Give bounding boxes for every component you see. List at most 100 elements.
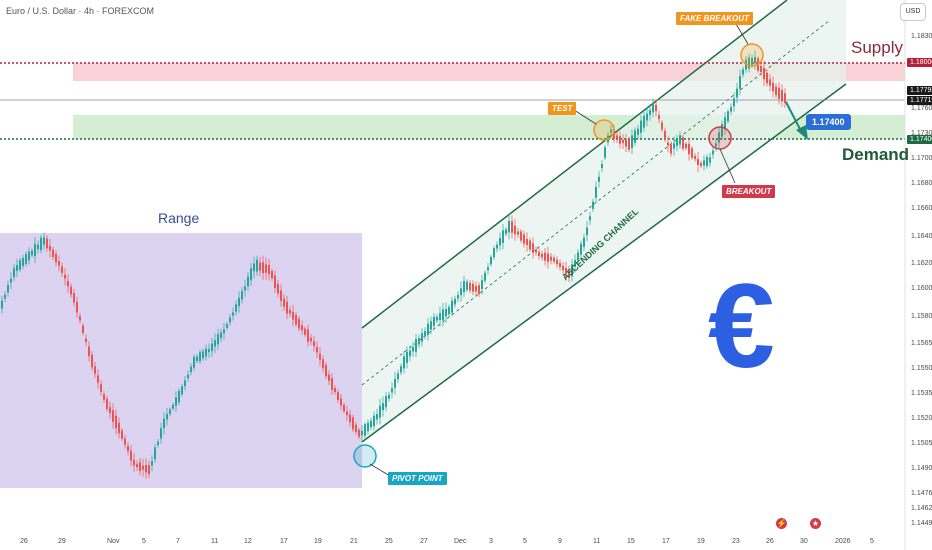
candle-body xyxy=(154,447,156,460)
candle-body xyxy=(691,148,693,158)
candle-body xyxy=(670,144,672,154)
candle-body xyxy=(559,262,561,268)
test-connector xyxy=(573,109,597,125)
candle-body xyxy=(97,375,99,383)
candle-body xyxy=(58,261,60,266)
candle-body xyxy=(718,132,720,143)
candle-body xyxy=(454,298,456,305)
candle-body xyxy=(334,388,336,392)
y-tick-label: 1.17300 xyxy=(911,130,932,137)
x-tick-label: 9 xyxy=(558,538,562,545)
candle-body xyxy=(541,253,543,258)
candle-body xyxy=(16,265,18,271)
target-arrow xyxy=(785,101,803,134)
channel-upper-line xyxy=(361,0,788,329)
candle-body xyxy=(598,176,600,182)
y-tick-label: 1.15650 xyxy=(911,340,932,347)
candle-body xyxy=(103,394,105,400)
candle-body xyxy=(166,414,168,420)
candle-body xyxy=(496,244,498,249)
demand-price-label: 1.17400 xyxy=(907,135,932,144)
candle-body xyxy=(1,300,3,309)
candle-body xyxy=(100,384,102,392)
last-close-label: 1.17719 xyxy=(907,96,932,105)
y-tick-label: 1.16400 xyxy=(911,233,932,240)
fake-breakout-tag: FAKE BREAKOUT xyxy=(676,12,753,25)
lightning-icon[interactable]: ⚡ xyxy=(776,518,787,529)
candle-body xyxy=(229,317,231,323)
candle-body xyxy=(514,225,516,235)
breakout-connector xyxy=(719,148,736,184)
candle-body xyxy=(43,237,45,245)
candle-body xyxy=(25,254,27,264)
candle-body xyxy=(283,298,285,307)
us-flag-icon[interactable]: ★ xyxy=(810,518,821,529)
candle-body xyxy=(292,311,294,320)
candle-body xyxy=(295,314,297,325)
candle-body xyxy=(145,464,147,473)
candle-body xyxy=(172,404,174,409)
candle-body xyxy=(49,245,51,251)
x-tick-label: 27 xyxy=(420,538,428,545)
candle-body xyxy=(205,348,207,357)
candle-body xyxy=(592,201,594,209)
candle-body xyxy=(235,304,237,312)
candle-body xyxy=(286,301,288,314)
candle-body xyxy=(115,415,117,429)
candle-body xyxy=(88,346,90,357)
fake-connector xyxy=(735,23,749,45)
candle-body xyxy=(196,356,198,361)
currency-button[interactable]: USD xyxy=(900,3,926,21)
candle-body xyxy=(490,256,492,265)
candle-body xyxy=(526,239,528,245)
candle-body xyxy=(178,390,180,403)
x-tick-label: 15 xyxy=(627,538,635,545)
candle-body xyxy=(109,407,111,413)
candle-body xyxy=(712,150,714,155)
channel-lower-line xyxy=(361,83,847,443)
candle-body xyxy=(76,302,78,313)
candle-body xyxy=(28,251,30,261)
x-tick-label: 30 xyxy=(800,538,808,545)
x-tick-label: Nov xyxy=(107,538,120,545)
candle-body xyxy=(313,341,315,347)
candle-body xyxy=(733,98,735,107)
x-tick-label: Dec xyxy=(454,538,467,545)
candle-body xyxy=(613,128,615,140)
candle-body xyxy=(652,103,654,113)
candle-body xyxy=(316,347,318,353)
candle-body xyxy=(622,139,624,144)
candle-body xyxy=(250,268,252,281)
candle-body xyxy=(433,316,435,326)
candle-body xyxy=(280,290,282,301)
candle-body xyxy=(565,267,567,275)
candle-body xyxy=(439,313,441,321)
euro-icon: € xyxy=(708,259,775,393)
candle-body xyxy=(160,428,162,439)
pivot-circle xyxy=(353,444,377,468)
candle-body xyxy=(550,256,552,261)
y-tick-label: 1.15200 xyxy=(911,415,932,422)
candle-body xyxy=(106,398,108,410)
x-tick-label: 26 xyxy=(20,538,28,545)
candle-body xyxy=(361,430,363,436)
candle-body xyxy=(697,159,699,165)
candle-body xyxy=(91,354,93,368)
candle-body xyxy=(304,328,306,335)
candle-body xyxy=(445,308,447,317)
candle-body xyxy=(4,294,6,299)
x-tick-label: 23 xyxy=(732,538,740,545)
candle-body xyxy=(355,424,357,432)
candle-body xyxy=(217,334,219,345)
candle-body xyxy=(346,411,348,416)
candle-body xyxy=(481,280,483,290)
candle-body xyxy=(532,243,534,253)
candle-body xyxy=(157,441,159,445)
candle-body xyxy=(502,230,504,243)
candle-body xyxy=(487,267,489,271)
candle-body xyxy=(181,386,183,395)
candle-body xyxy=(685,143,687,149)
y-axis-ticks: 1.183001.180001.176001.173001.170001.168… xyxy=(911,33,932,527)
candle-body xyxy=(13,268,15,278)
